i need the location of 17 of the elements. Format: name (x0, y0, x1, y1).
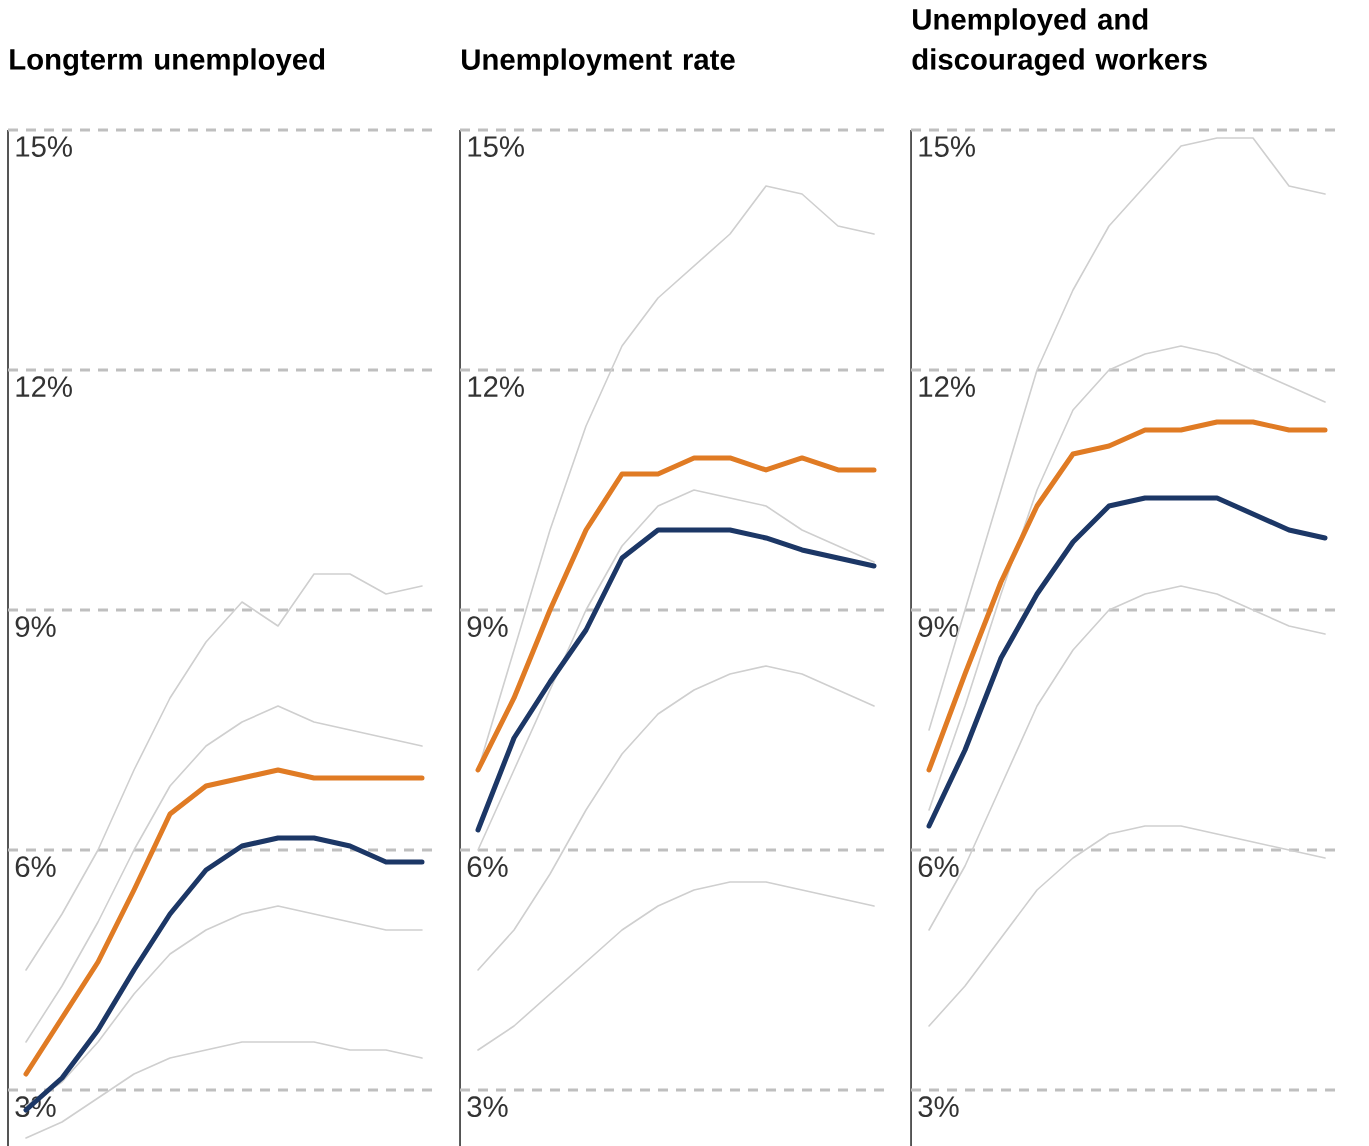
y-tick-label: 6% (467, 856, 508, 878)
chart-title: Unemployment rate (462, 48, 735, 76)
y-tick-label: 3% (918, 1096, 959, 1118)
y-tick-label: 3% (467, 1096, 508, 1118)
y-tick-label: 12% (16, 376, 72, 397)
y-tick-label: 6% (918, 856, 959, 878)
chart-title: Longterm unemployed (10, 48, 325, 76)
y-tick-label: 12% (919, 376, 975, 397)
y-tick-label: 12% (468, 376, 524, 397)
y-tick-label: 9% (15, 616, 56, 638)
chart-title: Unemployed and discouraged workers (912, 8, 1207, 76)
y-tick-label: 6% (15, 856, 56, 878)
y-tick-label: 15% (919, 136, 975, 157)
y-tick-label: 15% (16, 136, 72, 157)
y-tick-label: 9% (467, 616, 508, 638)
y-tick-label: 9% (918, 616, 959, 638)
y-tick-label: 15% (468, 136, 524, 157)
